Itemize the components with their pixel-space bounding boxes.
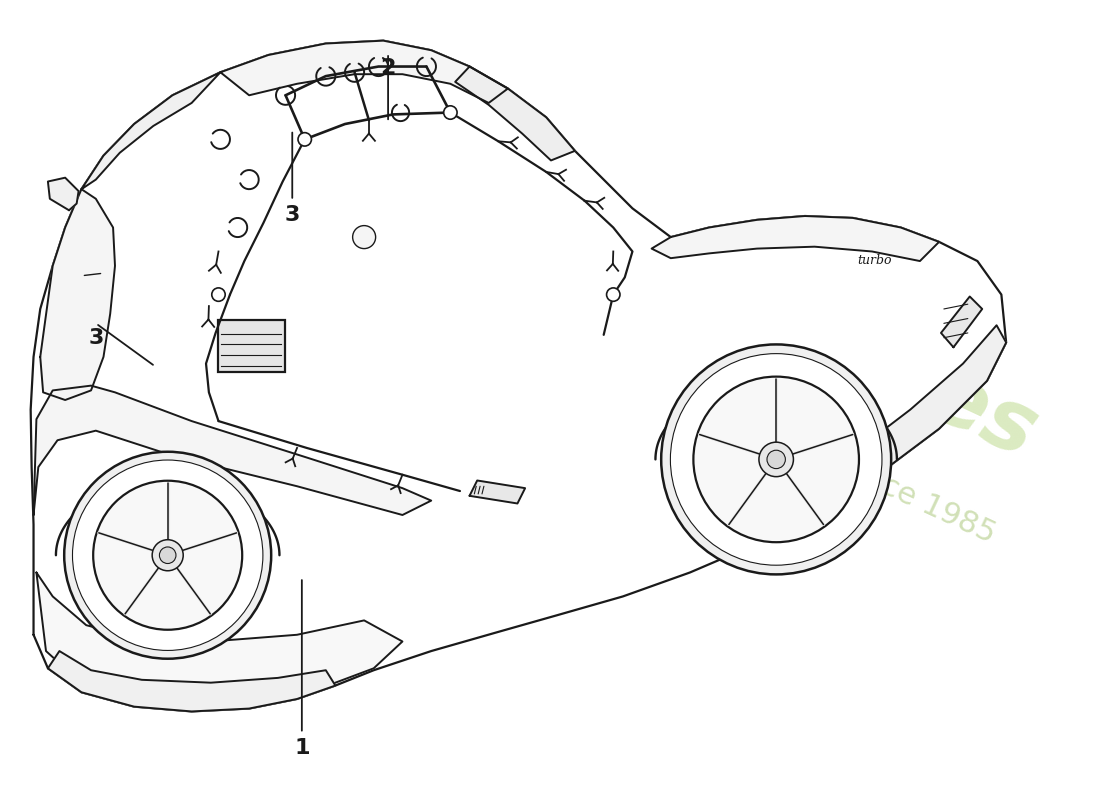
FancyBboxPatch shape: [218, 321, 285, 372]
Circle shape: [353, 226, 375, 249]
Polygon shape: [470, 481, 525, 503]
Polygon shape: [36, 573, 403, 706]
Circle shape: [606, 288, 620, 302]
Text: 1: 1: [294, 738, 309, 758]
Circle shape: [670, 354, 882, 566]
Polygon shape: [33, 386, 431, 515]
Text: a passion for Parts since 1985: a passion for Parts since 1985: [572, 328, 1000, 549]
Text: 2: 2: [381, 58, 396, 78]
Polygon shape: [81, 72, 220, 189]
Polygon shape: [41, 189, 116, 400]
Circle shape: [160, 547, 176, 563]
Polygon shape: [940, 297, 982, 347]
Text: eurospares: eurospares: [521, 170, 1050, 476]
Polygon shape: [455, 66, 575, 161]
Text: 3: 3: [285, 206, 300, 226]
Circle shape: [212, 288, 226, 302]
Polygon shape: [220, 41, 508, 103]
Circle shape: [443, 106, 458, 119]
Circle shape: [661, 345, 891, 574]
Text: 3: 3: [88, 328, 103, 348]
Circle shape: [759, 442, 793, 477]
Circle shape: [94, 481, 242, 630]
Polygon shape: [48, 178, 78, 210]
Polygon shape: [31, 41, 1006, 711]
Circle shape: [73, 460, 263, 650]
Text: turbo: turbo: [858, 254, 892, 267]
Circle shape: [767, 450, 785, 469]
Circle shape: [298, 133, 311, 146]
Circle shape: [152, 540, 184, 570]
Polygon shape: [651, 216, 939, 261]
Circle shape: [693, 377, 859, 542]
Circle shape: [64, 452, 272, 658]
Polygon shape: [805, 326, 1006, 510]
Polygon shape: [48, 651, 336, 711]
